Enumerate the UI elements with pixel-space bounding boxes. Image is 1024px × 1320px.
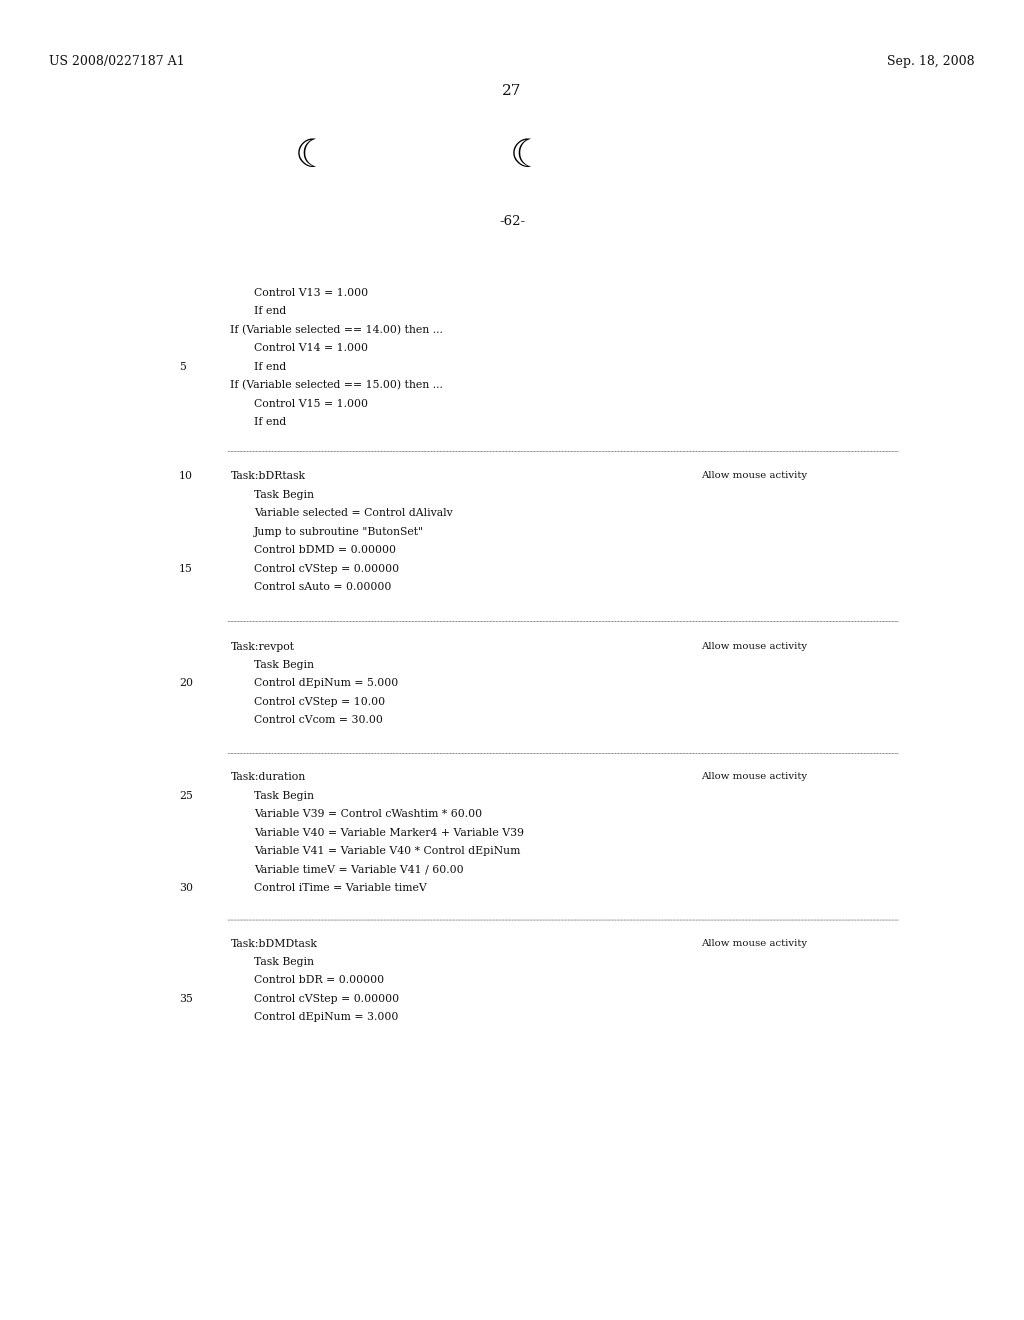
Text: Allow mouse activity: Allow mouse activity — [701, 772, 808, 781]
Text: Variable timeV = Variable V41 / 60.00: Variable timeV = Variable V41 / 60.00 — [254, 865, 464, 875]
Text: Control cVcom = 30.00: Control cVcom = 30.00 — [254, 715, 383, 726]
Text: Allow mouse activity: Allow mouse activity — [701, 939, 808, 948]
Text: 10: 10 — [179, 471, 194, 482]
Text: Variable selected = Control dAlivalv: Variable selected = Control dAlivalv — [254, 508, 453, 519]
Text: 15: 15 — [179, 564, 194, 574]
Text: -62-: -62- — [499, 215, 525, 228]
Text: 20: 20 — [179, 678, 194, 689]
Text: Control cVStep = 10.00: Control cVStep = 10.00 — [254, 697, 385, 708]
Text: Control sAuto = 0.00000: Control sAuto = 0.00000 — [254, 582, 391, 593]
Text: Variable V40 = Variable Marker4 + Variable V39: Variable V40 = Variable Marker4 + Variab… — [254, 828, 524, 838]
Text: ☾: ☾ — [295, 137, 330, 174]
Text: If end: If end — [254, 417, 286, 428]
Text: 30: 30 — [179, 883, 194, 894]
Text: Task Begin: Task Begin — [254, 957, 314, 968]
Text: Control iTime = Variable timeV: Control iTime = Variable timeV — [254, 883, 427, 894]
Text: If (Variable selected == 15.00) then ...: If (Variable selected == 15.00) then ... — [230, 380, 443, 391]
Text: Control cVStep = 0.00000: Control cVStep = 0.00000 — [254, 994, 399, 1005]
Text: If end: If end — [254, 362, 286, 372]
Text: If end: If end — [254, 306, 286, 317]
Text: Allow mouse activity: Allow mouse activity — [701, 642, 808, 651]
Text: Control cVStep = 0.00000: Control cVStep = 0.00000 — [254, 564, 399, 574]
Text: Control V13 = 1.000: Control V13 = 1.000 — [254, 288, 368, 298]
Text: Task:bDMDtask: Task:bDMDtask — [230, 939, 317, 949]
Text: Task:duration: Task:duration — [230, 772, 305, 783]
Text: Task Begin: Task Begin — [254, 660, 314, 671]
Text: Control bDR = 0.00000: Control bDR = 0.00000 — [254, 975, 384, 986]
Text: 5: 5 — [179, 362, 186, 372]
Text: Sep. 18, 2008: Sep. 18, 2008 — [887, 55, 975, 69]
Text: Task Begin: Task Begin — [254, 490, 314, 500]
Text: Allow mouse activity: Allow mouse activity — [701, 471, 808, 480]
Text: Jump to subroutine "ButonSet": Jump to subroutine "ButonSet" — [254, 527, 424, 537]
Text: US 2008/0227187 A1: US 2008/0227187 A1 — [49, 55, 184, 69]
Text: 25: 25 — [179, 791, 194, 801]
Text: Task Begin: Task Begin — [254, 791, 314, 801]
Text: Control bDMD = 0.00000: Control bDMD = 0.00000 — [254, 545, 396, 556]
Text: Control V14 = 1.000: Control V14 = 1.000 — [254, 343, 368, 354]
Text: Variable V41 = Variable V40 * Control dEpiNum: Variable V41 = Variable V40 * Control dE… — [254, 846, 520, 857]
Text: If (Variable selected == 14.00) then ...: If (Variable selected == 14.00) then ... — [230, 325, 443, 335]
Text: Control dEpiNum = 3.000: Control dEpiNum = 3.000 — [254, 1012, 398, 1023]
Text: Control dEpiNum = 5.000: Control dEpiNum = 5.000 — [254, 678, 398, 689]
Text: 35: 35 — [179, 994, 194, 1005]
Text: Control V15 = 1.000: Control V15 = 1.000 — [254, 399, 368, 409]
Text: Task:bDRtask: Task:bDRtask — [230, 471, 305, 482]
Text: ☾: ☾ — [510, 137, 545, 174]
Text: Task:revpot: Task:revpot — [230, 642, 295, 652]
Text: Variable V39 = Control cWashtim * 60.00: Variable V39 = Control cWashtim * 60.00 — [254, 809, 482, 820]
Text: 27: 27 — [503, 84, 521, 99]
